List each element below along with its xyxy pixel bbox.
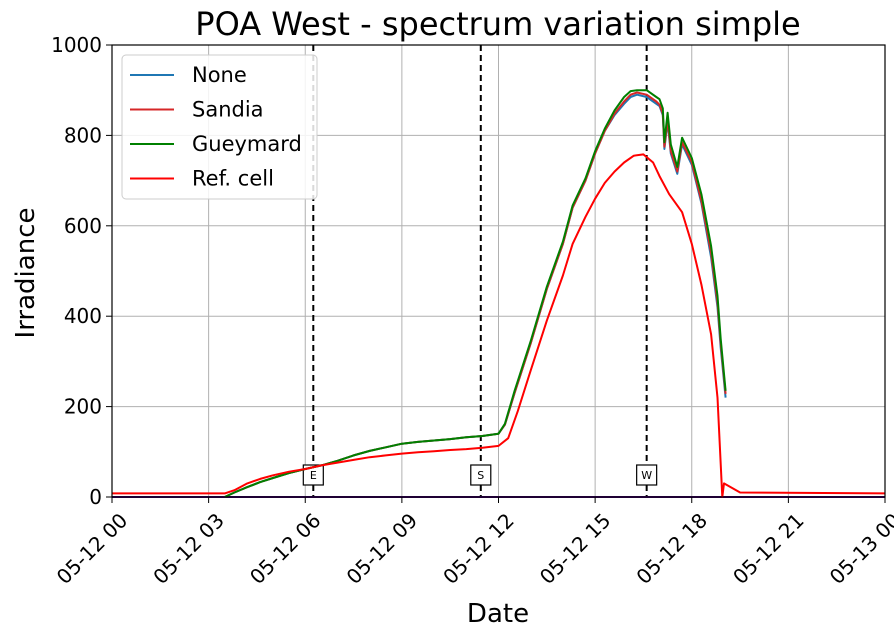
legend-label: Gueymard — [192, 132, 302, 156]
x-axis-title: Date — [467, 599, 529, 629]
y-tick-label: 600 — [64, 214, 102, 238]
y-tick-label: 200 — [64, 395, 102, 419]
x-tick-label: 05-12 03 — [148, 508, 229, 589]
x-tick-label: 05-12 18 — [631, 508, 712, 589]
vline-marker-label: S — [477, 469, 484, 482]
legend: None Sandia Gueymard Ref. cell — [121, 54, 318, 200]
y-tick-label: 1000 — [51, 33, 102, 57]
x-tick-label: 05-13 00 — [825, 508, 894, 589]
vline-marker-box — [636, 464, 658, 486]
y-tick-label: 0 — [89, 485, 102, 509]
vline-marker-box — [302, 464, 324, 486]
legend-label: Sandia — [192, 98, 264, 122]
x-tick-label: 05-12 21 — [728, 508, 809, 589]
vline-marker-label: W — [641, 469, 652, 482]
vline-marker-box — [470, 464, 492, 486]
legend-label: None — [192, 63, 247, 87]
series-line-gueymard — [224, 89, 727, 498]
chart-title: POA West - spectrum variation simple — [195, 5, 800, 43]
legend-label: Ref. cell — [192, 167, 274, 191]
y-axis-title: Irradiance — [11, 208, 41, 339]
series-line-ref-cell — [112, 153, 886, 498]
x-tick-label: 05-12 00 — [52, 508, 133, 589]
legend-box — [121, 54, 318, 200]
x-tick-label: 05-12 12 — [438, 508, 519, 589]
x-tick-label: 05-12 09 — [342, 508, 423, 589]
vline-marker-label: E — [310, 469, 317, 482]
y-tick-label: 400 — [64, 304, 102, 328]
x-tick-label: 05-12 06 — [245, 508, 326, 589]
y-tick-label: 800 — [64, 123, 102, 147]
x-tick-label: 05-12 15 — [535, 508, 616, 589]
